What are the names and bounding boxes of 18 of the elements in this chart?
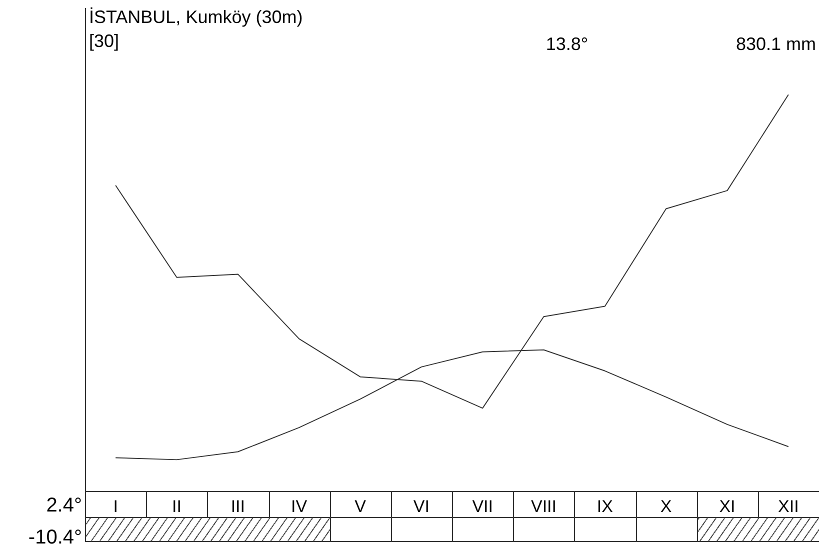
x-tick-label: IX: [596, 496, 613, 516]
x-tick-label: XII: [778, 496, 799, 516]
x-tick-label: XI: [719, 496, 736, 516]
chart-subtitle: [30]: [89, 30, 120, 51]
text: -10.4°: [28, 526, 82, 549]
x-tick-label: VI: [413, 496, 430, 516]
x-tick-label: III: [230, 496, 246, 516]
x-tick-label: VIII: [530, 496, 557, 516]
x-tick-label: VII: [472, 496, 493, 516]
chart-title: İSTANBUL, Kumköy (30m): [89, 6, 303, 27]
x-tick-label: V: [354, 496, 367, 516]
x-tick-label: X: [660, 496, 672, 516]
text: 13.8°: [546, 34, 588, 54]
text: 830.1 mm: [736, 34, 816, 54]
x-tick-label: IV: [291, 496, 308, 516]
x-tick-label: I: [113, 496, 118, 516]
x-tick-label: II: [172, 496, 182, 516]
text: 2.4°: [46, 494, 82, 517]
